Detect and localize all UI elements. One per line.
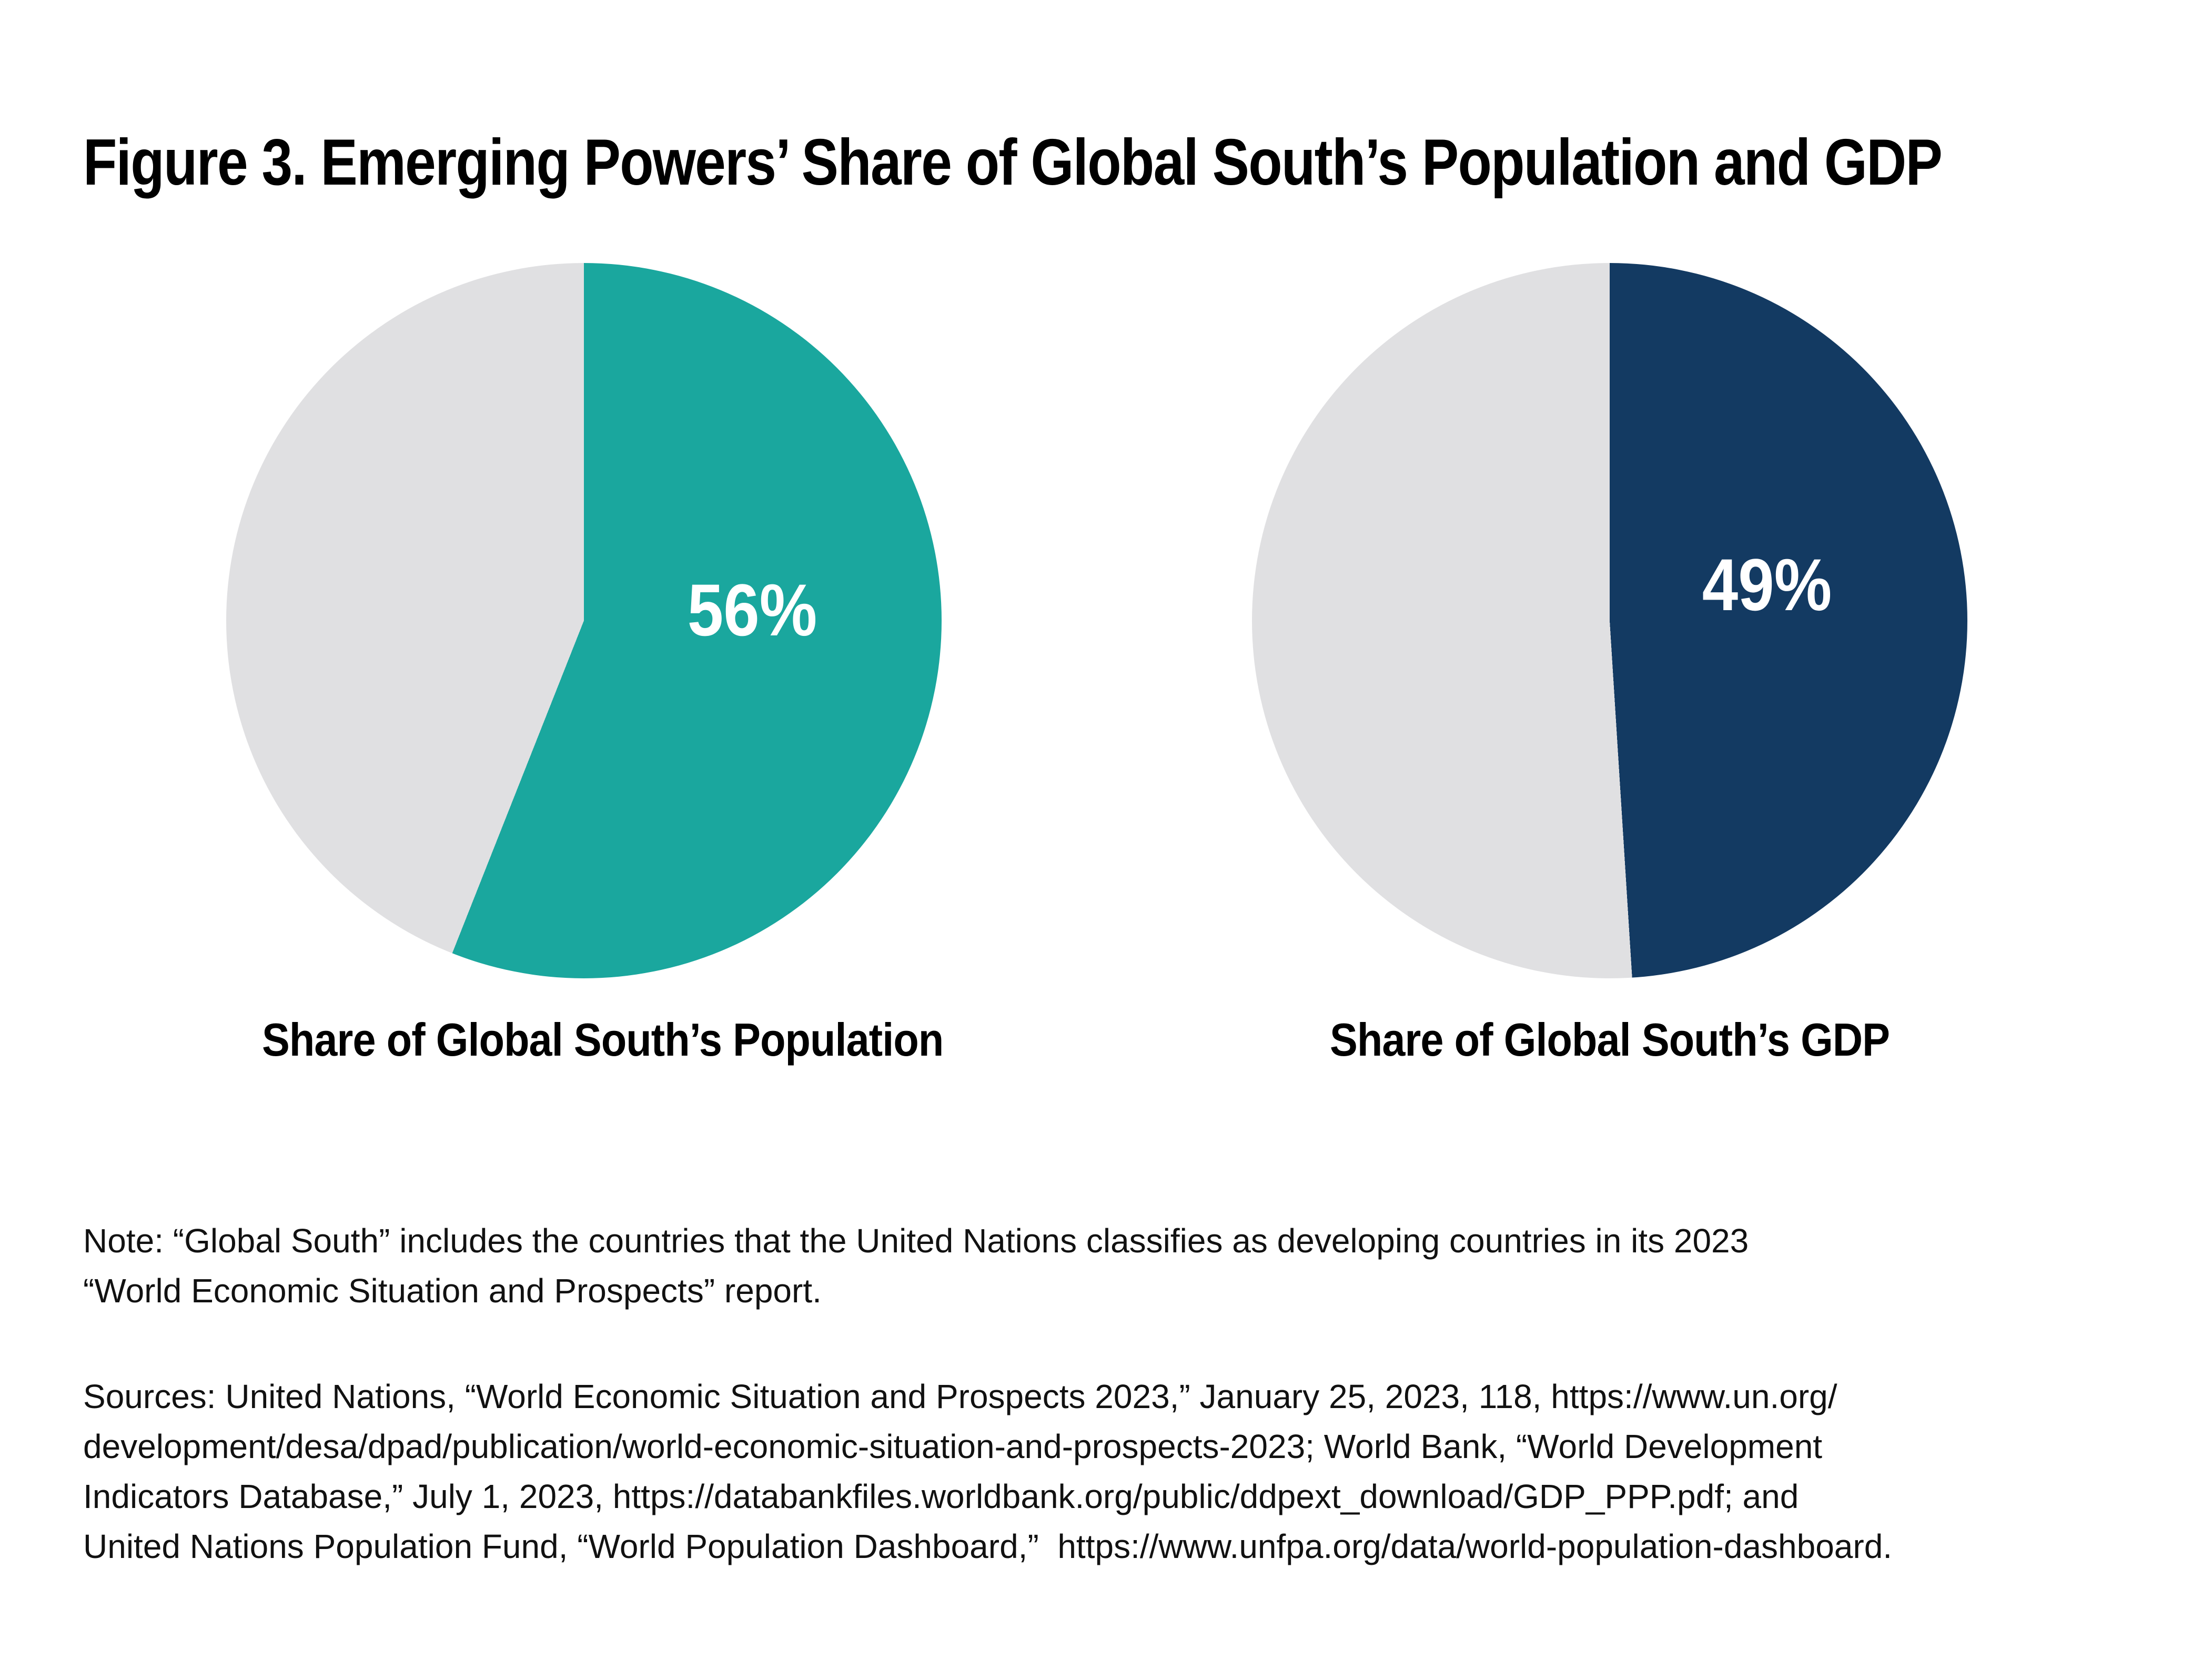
sources-text: Sources: United Nations, “World Economic… xyxy=(83,1372,1892,1572)
population-chart-block: 56% Share of Global South’s Population xyxy=(226,263,944,1067)
gdp-chart-block: 49% Share of Global South’s GDP xyxy=(1252,263,1967,1067)
sources-text-line: development/desa/dpad/publication/world-… xyxy=(83,1428,1823,1465)
note-text: Note: “Global South” includes the countr… xyxy=(83,1216,1749,1316)
sources-text-line: Indicators Database,” July 1, 2023, http… xyxy=(83,1477,1799,1515)
pie-value-label-gdp: 49% xyxy=(1702,543,1832,626)
pie-value-label-population: 56% xyxy=(687,568,817,651)
pie-chart-population: 56% xyxy=(226,263,942,978)
figure-title: Figure 3. Emerging Powers’ Share of Glob… xyxy=(83,126,1943,199)
sources-text-line: Sources: United Nations, “World Economic… xyxy=(83,1378,1837,1415)
pie-caption-gdp: Share of Global South’s GDP xyxy=(1329,1014,1890,1066)
note-text-line: Note: “Global South” includes the countr… xyxy=(83,1222,1749,1260)
sources-text-line: United Nations Population Fund, “World P… xyxy=(83,1527,1893,1565)
note-text-line: “World Economic Situation and Prospects”… xyxy=(83,1272,822,1310)
pie-chart-gdp: 49% xyxy=(1252,263,1967,978)
pie-caption-population: Share of Global South’s Population xyxy=(262,1014,944,1066)
